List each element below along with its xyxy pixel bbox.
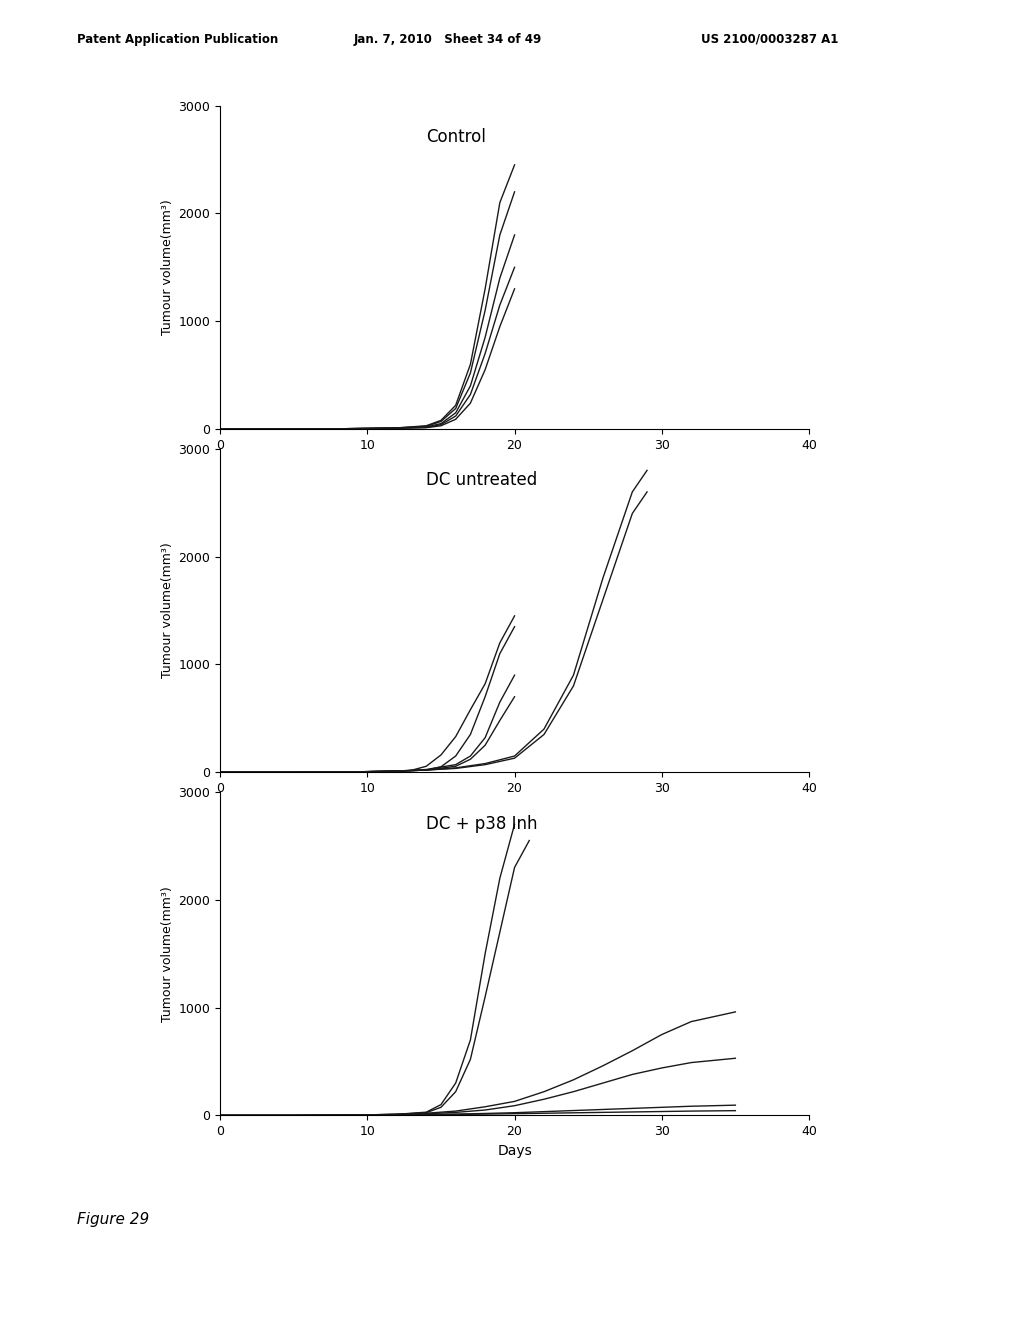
Text: US 2100/0003287 A1: US 2100/0003287 A1 <box>701 33 839 46</box>
Text: Jan. 7, 2010   Sheet 34 of 49: Jan. 7, 2010 Sheet 34 of 49 <box>353 33 542 46</box>
Text: Control: Control <box>426 128 486 147</box>
Y-axis label: Tumour volume(mm³): Tumour volume(mm³) <box>162 199 174 335</box>
Text: DC untreated: DC untreated <box>426 471 538 490</box>
Y-axis label: Tumour volume(mm³): Tumour volume(mm³) <box>162 543 174 678</box>
X-axis label: Days: Days <box>498 1143 531 1158</box>
Text: Figure 29: Figure 29 <box>77 1212 150 1226</box>
Text: DC + p38 Inh: DC + p38 Inh <box>426 814 538 833</box>
Y-axis label: Tumour volume(mm³): Tumour volume(mm³) <box>162 886 174 1022</box>
Text: Patent Application Publication: Patent Application Publication <box>77 33 279 46</box>
